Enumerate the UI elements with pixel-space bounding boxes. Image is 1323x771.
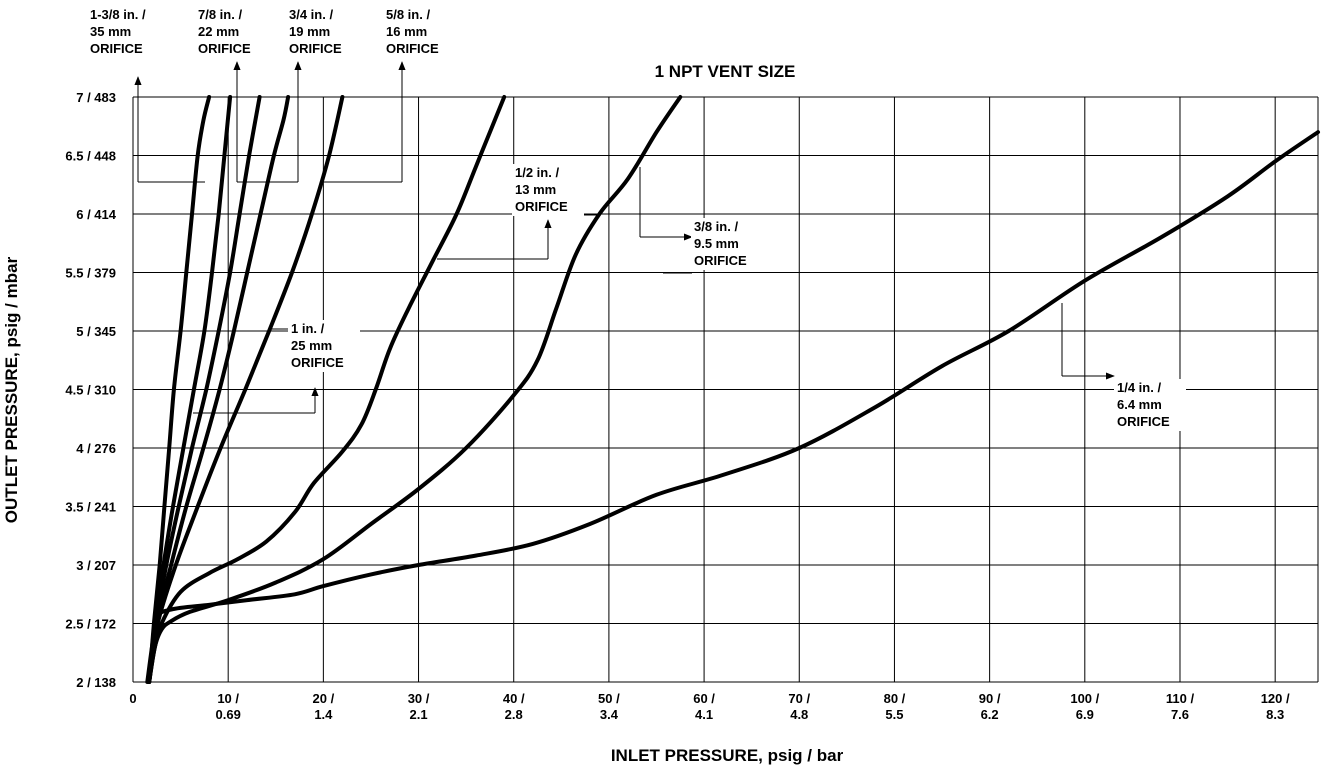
y-tick-label: 3.5 / 241	[65, 500, 116, 515]
label-background	[288, 320, 360, 372]
x-axis-title: INLET PRESSURE, psig / bar	[611, 746, 844, 765]
x-tick-label: 50 /3.4	[598, 691, 620, 722]
label-background	[383, 6, 455, 58]
x-tick-label: 30 /2.1	[408, 691, 430, 722]
x-tick-label: 20 /1.4	[313, 691, 335, 722]
orifice-label-1-3-8: 1-3/8 in. /35 mm ORIFICE	[90, 7, 146, 56]
y-tick-label: 2.5 / 172	[65, 617, 116, 632]
labels: 0 10 /0.69 20 /1.4 30 /2.1 40 /2.8 50 /3.4 60 …	[65, 6, 1290, 722]
series-line-4	[147, 95, 291, 684]
orifice-label-5-8: 5/8 in. /16 mm ORIFICE	[386, 7, 439, 56]
label-background	[286, 6, 358, 58]
x-tick-label: 120 /8.3	[1261, 691, 1290, 722]
x-tick-label: 90 /6.2	[979, 691, 1001, 722]
label-background	[691, 218, 763, 270]
orifice-label-3-4: 3/4 in. /19 mm ORIFICE	[289, 7, 342, 56]
orifice-label-1-2: 1/2 in. /13 mm ORIFICE	[515, 165, 568, 214]
label-background	[87, 6, 159, 58]
x-tick-label: 0	[129, 691, 136, 706]
orifice-label-7-8: 7/8 in. /22 mm ORIFICE	[198, 7, 251, 56]
orifice-label-3-8: 3/8 in. /9.5 mm ORIFICE	[694, 219, 747, 268]
y-tick-label: 2 / 138	[76, 675, 116, 690]
series-line-8	[145, 130, 1320, 684]
x-tick-label: 70 /4.8	[788, 691, 810, 722]
curves	[145, 95, 1320, 684]
series-line-5	[147, 95, 345, 684]
y-tick-label: 5 / 345	[76, 324, 116, 339]
leader-lines	[134, 61, 1175, 429]
y-tick-label: 4 / 276	[76, 441, 116, 456]
x-tick-label: 10 /0.69	[216, 691, 241, 722]
grid	[132, 96, 1319, 683]
y-tick-label: 6.5 / 448	[65, 149, 116, 164]
y-tick-label: 7 / 483	[76, 90, 116, 105]
y-tick-label: 4.5 / 310	[65, 383, 116, 398]
label-background	[1114, 379, 1186, 431]
series-line-2	[147, 95, 233, 684]
y-tick-label: 3 / 207	[76, 558, 116, 573]
x-tick-label: 60 /4.1	[693, 691, 715, 722]
y-axis-title: OUTLET PRESSURE, psig / mbar	[2, 256, 21, 523]
x-tick-label: 100 /6.9	[1070, 691, 1099, 722]
orifice-label-1-4: 1/4 in. /6.4 mm ORIFICE	[1117, 380, 1170, 429]
series-line-1	[147, 95, 212, 684]
series-line-7	[147, 95, 683, 684]
chart-title: 1 NPT VENT SIZE	[655, 62, 796, 81]
y-tick-label: 5.5 / 379	[65, 266, 116, 281]
y-tick-label: 6 / 414	[76, 207, 117, 222]
series-line-3	[147, 95, 262, 684]
label-background	[512, 164, 584, 216]
x-tick-label: 80 /5.5	[884, 691, 906, 722]
x-tick-label: 40 /2.8	[503, 691, 525, 722]
orifice-label-1-in: 1 in. /25 mm ORIFICE	[291, 321, 344, 370]
x-tick-label: 110 /7.6	[1166, 691, 1195, 722]
label-background	[195, 6, 267, 58]
series-line-6	[147, 95, 507, 684]
